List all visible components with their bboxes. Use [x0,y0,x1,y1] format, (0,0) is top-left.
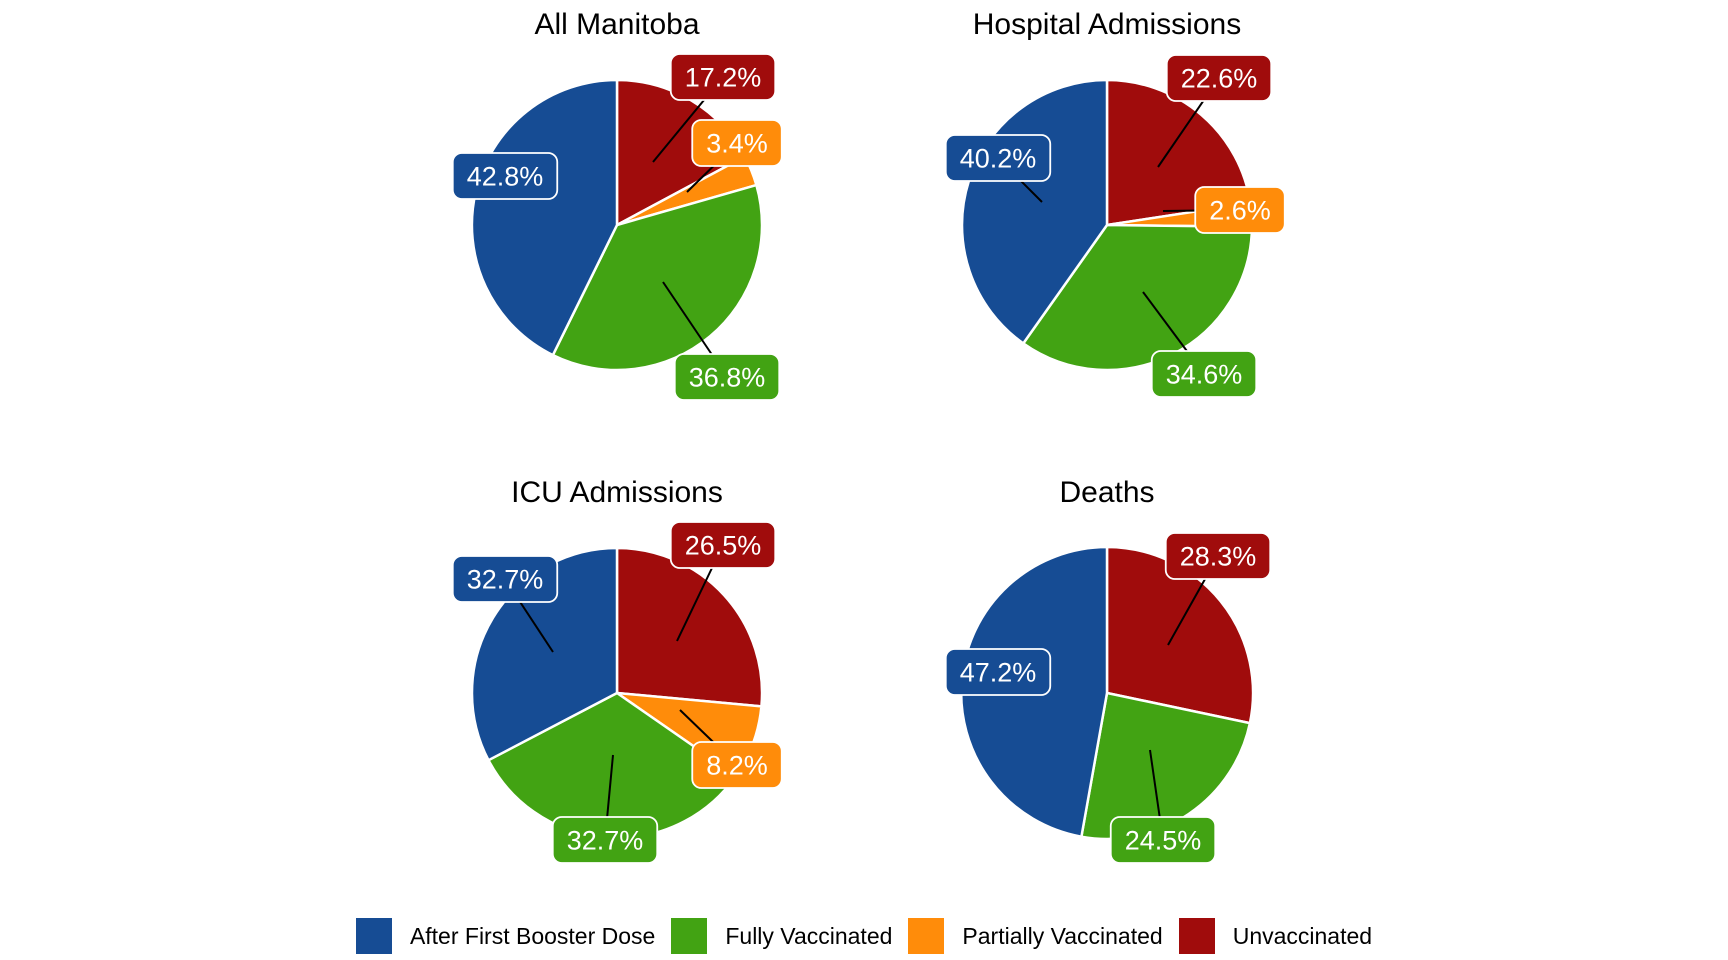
legend-swatch-partially-vaccinated [908,918,945,954]
legend-swatch-booster [355,918,392,954]
label-text-partially: 8.2% [706,751,768,781]
legend-label-booster: After First Booster Dose [409,922,656,949]
label-text-booster: 47.2% [960,658,1037,688]
legend: After First Booster Dose Fully Vaccinate… [0,918,1728,954]
pie-all-manitoba: 17.2% 3.4% 36.8% 42.8% [451,53,783,401]
slice-fully [551,183,764,372]
slice-unvaccinated [615,546,764,708]
label-text-unvaccinated: 26.5% [685,531,762,561]
label-text-partially: 2.6% [1209,196,1271,226]
label-text-unvaccinated: 28.3% [1180,542,1257,572]
legend-item-fully-vaccinated: Fully Vaccinated [671,918,892,954]
label-box-unvaccinated [669,53,777,101]
chart-title-icu-admissions: ICU Admissions [511,476,723,509]
slice-unvaccinated [1105,545,1255,725]
legend-swatch-unvaccinated [1178,918,1215,954]
label-text-booster: 40.2% [960,144,1037,174]
label-box-partially [691,741,783,789]
label-text-fully: 24.5% [1125,826,1202,856]
label-box-fully [673,353,781,401]
legend-item-unvaccinated: Unvaccinated [1178,918,1373,954]
label-box-unvaccinated [1164,532,1272,580]
label-box-fully [1150,350,1258,398]
label-box-fully [1109,816,1217,864]
slice-fully [1080,691,1252,841]
chart-title-hospital-admissions: Hospital Admissions [972,8,1242,41]
legend-swatch-fully-vaccinated [671,918,708,954]
chart-title-all-manitoba: All Manitoba [534,8,700,41]
chart-title-deaths: Deaths [1059,476,1155,509]
label-box-unvaccinated [669,521,777,569]
legend-label-partially-vaccinated: Partially Vaccinated [962,922,1163,949]
label-text-unvaccinated: 17.2% [685,63,762,93]
label-box-booster [944,648,1052,696]
label-text-booster: 42.8% [467,162,544,192]
label-text-fully: 32.7% [567,826,644,856]
pie-icu-admissions: 26.5% 8.2% 32.7% 32.7% [451,521,783,864]
label-box-booster [944,134,1052,182]
label-text-fully: 34.6% [1166,360,1243,390]
label-box-booster [451,152,559,200]
label-box-booster [451,555,559,603]
label-box-partially [1194,186,1286,234]
label-text-partially: 3.4% [706,129,768,159]
pie-hospital-admissions: 22.6% 2.6% 34.6% 40.2% [944,54,1286,398]
label-text-booster: 32.7% [467,565,544,595]
label-box-fully [551,816,659,864]
label-box-partially [691,119,783,167]
legend-label-fully-vaccinated: Fully Vaccinated [725,922,893,949]
legend-label-unvaccinated: Unvaccinated [1232,922,1373,949]
pie-deaths: 28.3% 24.5% 47.2% [944,532,1272,864]
legend-item-booster: After First Booster Dose [355,918,656,954]
label-box-unvaccinated [1165,54,1273,102]
legend-item-partially-vaccinated: Partially Vaccinated [908,918,1163,954]
label-text-fully: 36.8% [689,363,766,393]
label-text-unvaccinated: 22.6% [1181,64,1258,94]
